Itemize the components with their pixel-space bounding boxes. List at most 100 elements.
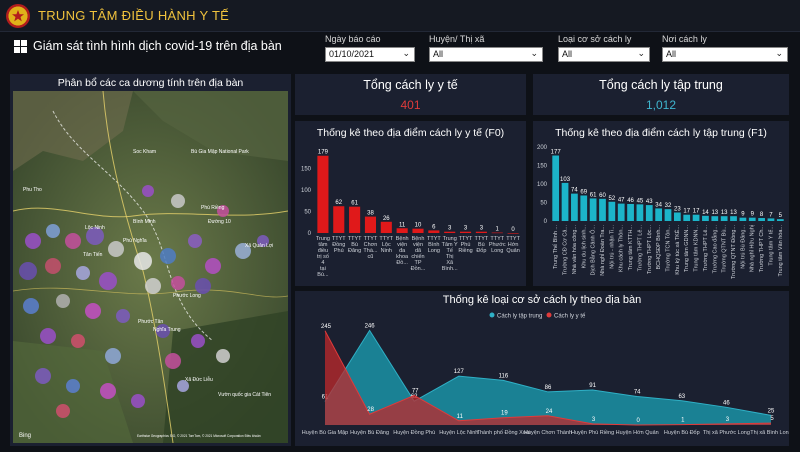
case-marker[interactable] bbox=[116, 309, 130, 323]
dropdown-value: 01/10/2021 bbox=[329, 49, 375, 59]
case-marker[interactable] bbox=[105, 348, 121, 364]
data-label: 3 bbox=[448, 226, 452, 232]
case-marker[interactable] bbox=[35, 368, 51, 384]
chevron-down-icon[interactable]: ⌄ bbox=[402, 48, 410, 58]
case-marker[interactable] bbox=[205, 258, 221, 274]
case-marker[interactable] bbox=[45, 258, 61, 274]
x-tick-label: Bù bbox=[351, 242, 358, 248]
case-marker[interactable] bbox=[25, 233, 41, 249]
map-label: Phú Riềng bbox=[201, 205, 225, 211]
dashboard-grid-icon bbox=[14, 39, 27, 53]
x-tick-label: điều bbox=[318, 248, 328, 254]
case-marker[interactable] bbox=[195, 278, 211, 294]
case-marker[interactable] bbox=[191, 334, 205, 348]
case-marker[interactable] bbox=[23, 298, 39, 314]
case-marker[interactable] bbox=[134, 252, 152, 270]
y-tick-label: 100 bbox=[301, 188, 312, 194]
case-marker[interactable] bbox=[65, 233, 81, 249]
positive-cases-map[interactable]: Soc Kham Bù Gia Mập National Park Phú Ri… bbox=[13, 91, 288, 443]
map-label: Soc Kham bbox=[133, 149, 156, 155]
data-label: 3 bbox=[592, 417, 596, 423]
area-chart-title: Thống kê loại cơ sở cách ly theo địa bàn bbox=[442, 294, 642, 306]
kpi-value: 1,012 bbox=[645, 98, 677, 112]
case-marker[interactable] bbox=[217, 205, 229, 217]
case-marker[interactable] bbox=[257, 235, 269, 247]
x-tick-label: Trung bbox=[316, 236, 330, 242]
data-label: 13 bbox=[721, 210, 728, 216]
data-label: 116 bbox=[499, 373, 509, 379]
district-dropdown[interactable]: All ⌄ bbox=[429, 47, 543, 62]
x-tick-label: chiến bbox=[411, 254, 424, 260]
x-tick-label: Nội trú Bù Đăng... bbox=[740, 225, 746, 269]
case-marker[interactable] bbox=[216, 349, 230, 363]
case-marker[interactable] bbox=[142, 185, 154, 197]
case-marker[interactable] bbox=[76, 266, 90, 280]
y-tick-label: 50 bbox=[540, 201, 547, 207]
legend-marker bbox=[546, 312, 552, 318]
app-title: TRUNG TÂM ĐIỀU HÀNH Y TẾ bbox=[38, 8, 230, 23]
case-marker[interactable] bbox=[160, 248, 176, 264]
chevron-down-icon[interactable]: ⌄ bbox=[775, 48, 783, 58]
quarantine-place-dropdown[interactable]: All ⌄ bbox=[662, 47, 788, 62]
data-label: 3 bbox=[480, 226, 484, 232]
data-label: 103 bbox=[560, 177, 571, 183]
case-marker[interactable] bbox=[108, 241, 124, 257]
case-marker[interactable] bbox=[46, 224, 60, 238]
dropdown-value: All bbox=[433, 49, 444, 59]
y-tick-label: 200 bbox=[537, 145, 548, 151]
map-label: Vườn quốc gia Cát Tiên bbox=[218, 392, 271, 398]
x-tick-label: Long bbox=[491, 248, 503, 254]
bar bbox=[380, 221, 392, 233]
facility-type-dropdown[interactable]: All ⌄ bbox=[558, 47, 650, 62]
filter-label: Nơi cách ly bbox=[662, 34, 707, 44]
case-marker[interactable] bbox=[56, 294, 70, 308]
case-marker[interactable] bbox=[188, 234, 202, 248]
case-marker[interactable] bbox=[171, 276, 185, 290]
filter-report-date: Ngày báo cáo 01/10/2021 ⌄ bbox=[325, 34, 415, 62]
x-tick-label: Đồ... bbox=[396, 260, 408, 266]
f1-chart-title: Thống kê theo địa điểm cách ly tập trung… bbox=[555, 127, 767, 139]
x-tick-label: Trung tâm GDNN... bbox=[684, 225, 690, 273]
case-marker[interactable] bbox=[99, 272, 117, 290]
case-marker[interactable] bbox=[171, 194, 185, 208]
bar bbox=[730, 216, 737, 221]
case-marker[interactable] bbox=[86, 227, 104, 245]
y-tick-label: 50 bbox=[304, 209, 311, 215]
legend-label: Cách ly y tế bbox=[554, 314, 586, 320]
bar bbox=[589, 198, 597, 221]
area-series bbox=[325, 330, 771, 425]
data-label: 61 bbox=[351, 201, 358, 207]
case-marker[interactable] bbox=[235, 243, 251, 259]
case-marker[interactable] bbox=[156, 324, 170, 338]
data-label: 38 bbox=[367, 211, 374, 217]
x-tick-label: TTYT bbox=[459, 236, 473, 242]
x-tick-label: Trường Cao đẳng... bbox=[711, 225, 718, 274]
data-label: 246 bbox=[365, 323, 376, 329]
case-marker[interactable] bbox=[40, 328, 56, 344]
data-label: 11 bbox=[457, 414, 464, 420]
case-marker[interactable] bbox=[19, 262, 37, 280]
data-label: 1 bbox=[496, 227, 500, 233]
app-header: TRUNG TÂM ĐIỀU HÀNH Y TẾ bbox=[0, 0, 800, 32]
x-tick-label: Thị xã Bình Long bbox=[750, 430, 789, 436]
bar bbox=[655, 208, 663, 221]
data-label: 91 bbox=[589, 383, 596, 389]
chevron-down-icon[interactable]: ⌄ bbox=[637, 48, 645, 58]
case-marker[interactable] bbox=[165, 353, 181, 369]
chevron-down-icon[interactable]: ⌄ bbox=[530, 48, 538, 58]
x-tick-label: Thà... bbox=[363, 248, 378, 254]
data-label: 24 bbox=[546, 409, 553, 415]
case-marker[interactable] bbox=[145, 278, 161, 294]
case-marker[interactable] bbox=[100, 383, 116, 399]
case-marker[interactable] bbox=[131, 394, 145, 408]
kpi-concentrated-quarantine: Tổng cách ly tập trung 1,012 bbox=[533, 74, 789, 115]
report-date-dropdown[interactable]: 01/10/2021 ⌄ bbox=[325, 47, 415, 62]
x-tick-label: TTYT bbox=[332, 236, 346, 242]
case-marker[interactable] bbox=[71, 334, 85, 348]
data-label: 74 bbox=[634, 390, 641, 396]
x-tick-label: Quản bbox=[506, 248, 519, 254]
case-marker[interactable] bbox=[66, 379, 80, 393]
case-marker[interactable] bbox=[177, 380, 189, 392]
case-marker[interactable] bbox=[85, 303, 101, 319]
case-marker[interactable] bbox=[56, 404, 70, 418]
